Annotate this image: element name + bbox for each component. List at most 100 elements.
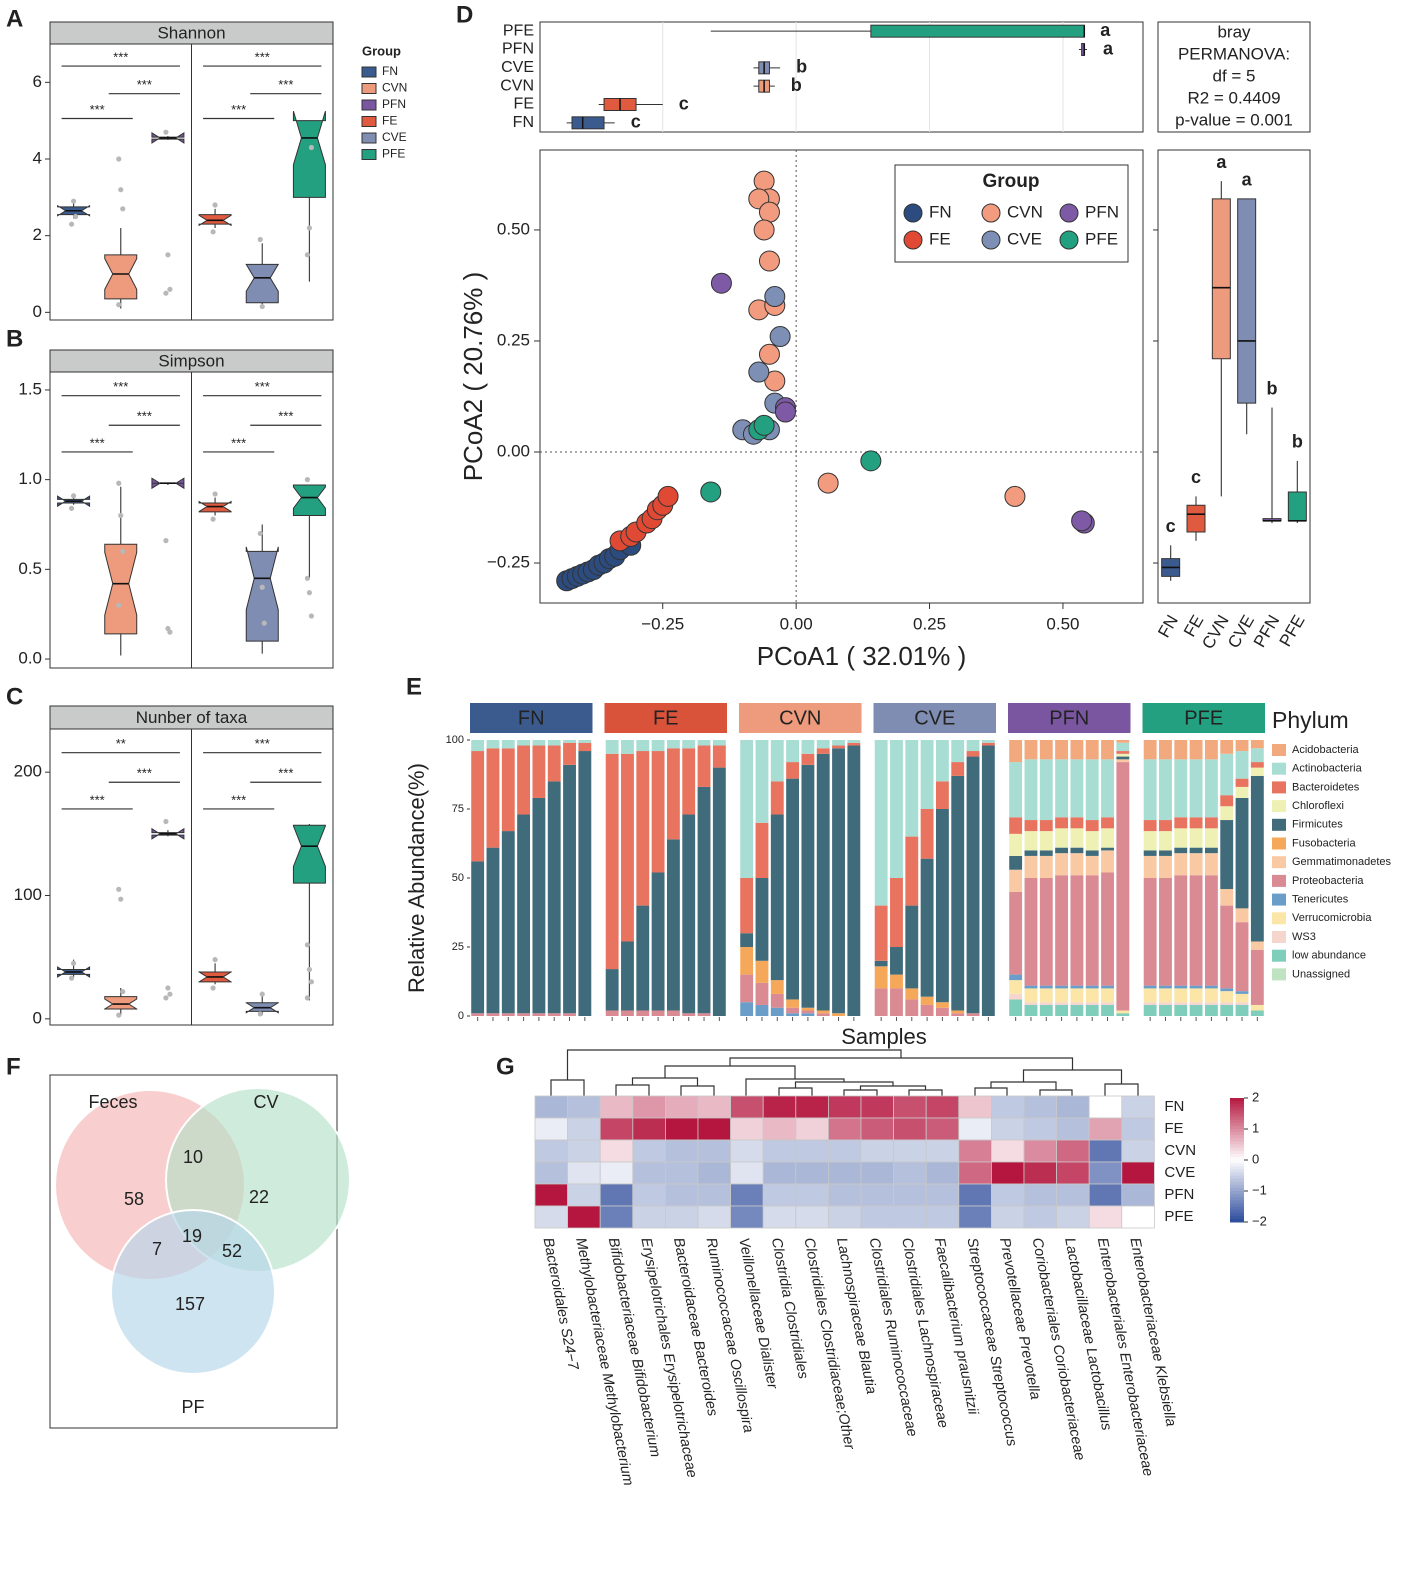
bar-segment xyxy=(1070,817,1084,829)
legend-title: Phylum xyxy=(1272,707,1349,733)
bar-segment xyxy=(740,740,754,878)
heatmap-cell xyxy=(632,1161,666,1185)
facet-strip xyxy=(739,703,862,733)
bar-segment xyxy=(1116,740,1130,743)
colorbar-step xyxy=(1230,1113,1244,1118)
point xyxy=(163,995,169,1001)
heatmap-cell xyxy=(1088,1161,1123,1185)
point xyxy=(116,602,122,608)
bar-segment xyxy=(1024,878,1038,986)
bar-segment xyxy=(563,742,576,765)
bar-segment xyxy=(501,748,515,832)
heatmap-cell xyxy=(828,1183,862,1207)
bar-segment xyxy=(874,960,888,967)
box xyxy=(104,254,138,300)
venn-set xyxy=(110,1209,276,1375)
bar-segment xyxy=(905,740,919,837)
bar-segment xyxy=(666,748,680,840)
bar-segment xyxy=(1101,985,1114,989)
bar-segment xyxy=(1174,853,1188,876)
heatmap-cell xyxy=(567,1139,601,1163)
bar-segment xyxy=(1143,988,1157,1003)
bar-segment xyxy=(605,740,619,754)
bar-segment xyxy=(890,740,903,878)
bar-segment xyxy=(1159,820,1172,832)
bar-segment xyxy=(755,878,769,961)
colorbar-step xyxy=(1230,1175,1244,1180)
bar-segment xyxy=(471,751,485,862)
heatmap-cell xyxy=(860,1183,894,1207)
colorbar-step xyxy=(1230,1163,1244,1167)
bar-segment xyxy=(666,740,680,749)
significance-label: *** xyxy=(90,435,105,450)
heatmap-cell xyxy=(893,1161,927,1185)
bar-segment xyxy=(471,1013,485,1016)
heatmap-cell xyxy=(1088,1183,1123,1207)
bar-segment xyxy=(1189,759,1203,818)
bar-segment xyxy=(816,740,830,749)
significance-label: *** xyxy=(113,50,128,65)
bar-segment xyxy=(1159,1002,1172,1005)
box xyxy=(1211,198,1231,360)
legend-label: FE xyxy=(929,229,951,248)
bar-segment xyxy=(1101,1004,1114,1016)
heatmap-cell xyxy=(991,1205,1025,1229)
heatmap-cell xyxy=(893,1139,927,1163)
heatmap-cell xyxy=(1121,1117,1155,1141)
colorbar-label: −1 xyxy=(1252,1182,1267,1197)
heatmap-cell xyxy=(893,1205,927,1229)
heatmap-cell xyxy=(925,1161,960,1185)
facet-strip xyxy=(470,703,593,733)
annotation-line: df = 5 xyxy=(1212,66,1255,85)
bar-segment xyxy=(1159,985,1172,989)
bar-segment xyxy=(951,762,965,776)
point xyxy=(753,170,775,192)
bar-segment xyxy=(1055,847,1069,854)
heatmap-cell xyxy=(697,1205,731,1229)
significance-label: *** xyxy=(278,77,293,92)
point xyxy=(710,272,732,294)
point xyxy=(116,1012,122,1018)
bar-segment xyxy=(786,1007,800,1014)
point xyxy=(306,966,313,973)
bar-segment xyxy=(1189,1002,1203,1005)
bar-segment xyxy=(816,748,830,754)
legend-swatch xyxy=(1059,230,1079,250)
bar-segment xyxy=(636,740,650,752)
bar-segment xyxy=(1055,759,1069,818)
heatmap-cell xyxy=(1088,1205,1123,1229)
heatmap-cell xyxy=(730,1095,764,1119)
point xyxy=(163,290,169,296)
group-letter: c xyxy=(1191,467,1201,487)
heatmap-cell xyxy=(762,1205,797,1229)
bar-segment xyxy=(1039,878,1053,986)
bar-segment xyxy=(1116,742,1130,752)
bar-segment xyxy=(786,762,800,779)
bar-segment xyxy=(847,745,861,1016)
heatmap-cell xyxy=(1023,1205,1057,1229)
bar-segment xyxy=(1085,820,1099,832)
bar-segment xyxy=(1143,831,1157,851)
legend-label: CVE xyxy=(1007,229,1042,248)
panel-label: G xyxy=(496,1053,515,1080)
bar-segment xyxy=(1204,1004,1218,1016)
bar-segment xyxy=(755,1004,769,1016)
bar-segment xyxy=(1039,855,1053,878)
bar-segment xyxy=(905,905,919,989)
bar-segment xyxy=(1204,740,1218,760)
colorbar-step xyxy=(1230,1107,1244,1111)
heatmap-cell xyxy=(534,1161,568,1185)
bar-segment xyxy=(801,1013,815,1016)
bar-segment xyxy=(966,1013,980,1016)
heatmap-cell xyxy=(599,1205,634,1229)
facet-title: CVN xyxy=(779,707,821,729)
bar-segment xyxy=(1101,847,1114,851)
colorbar-step xyxy=(1230,1200,1244,1204)
row-label: PFE xyxy=(1164,1208,1193,1225)
facet-strip xyxy=(1008,703,1131,733)
point xyxy=(70,493,77,499)
heatmap-cell xyxy=(1056,1183,1090,1207)
legend-swatch xyxy=(1059,203,1079,223)
bar-segment xyxy=(1039,831,1053,851)
bar-segment xyxy=(651,751,665,873)
